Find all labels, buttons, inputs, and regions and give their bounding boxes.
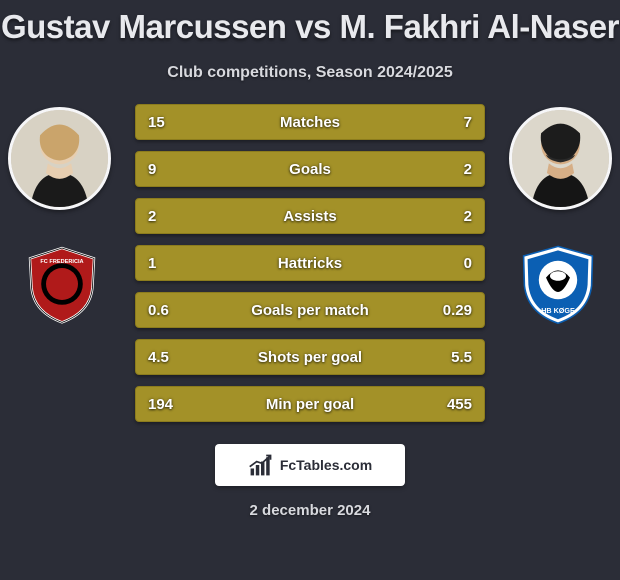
shield-icon: HB KØGE <box>518 244 598 324</box>
footer-date: 2 december 2024 <box>0 502 620 519</box>
comparison-panel: FC FREDERICIA HB KØGE 15Matches79Goals22… <box>0 104 620 424</box>
shield-icon: FC FREDERICIA <box>22 244 102 324</box>
stat-right-value: 0.29 <box>427 302 472 319</box>
chart-up-icon <box>248 452 274 478</box>
page-title: Gustav Marcussen vs M. Fakhri Al-Naser <box>0 0 620 46</box>
stat-left-value: 2 <box>148 208 193 225</box>
stat-right-value: 5.5 <box>427 349 472 366</box>
stat-right-value: 2 <box>427 208 472 225</box>
player-left-avatar <box>8 107 111 210</box>
club-right-badge: HB KØGE <box>518 244 598 324</box>
brand-text: FcTables.com <box>280 457 372 473</box>
svg-text:FC FREDERICIA: FC FREDERICIA <box>40 259 83 265</box>
stat-row: 1Hattricks0 <box>135 245 485 281</box>
stat-row: 2Assists2 <box>135 198 485 234</box>
stat-right-value: 0 <box>427 255 472 272</box>
stat-row: 4.5Shots per goal5.5 <box>135 339 485 375</box>
stat-left-value: 1 <box>148 255 193 272</box>
svg-text:HB KØGE: HB KØGE <box>541 306 575 315</box>
brand-badge: FcTables.com <box>215 444 405 486</box>
club-left-badge: FC FREDERICIA <box>22 244 102 324</box>
stat-row: 9Goals2 <box>135 151 485 187</box>
player-right-avatar <box>509 107 612 210</box>
stat-row: 194Min per goal455 <box>135 386 485 422</box>
stat-row: 0.6Goals per match0.29 <box>135 292 485 328</box>
stat-left-value: 4.5 <box>148 349 193 366</box>
stat-left-value: 9 <box>148 161 193 178</box>
stat-right-value: 2 <box>427 161 472 178</box>
stat-right-value: 7 <box>427 114 472 131</box>
stat-bars: 15Matches7 9Goals2 2Assists2 1Hattricks0 0.6… <box>135 104 485 433</box>
avatar-placeholder-icon <box>11 110 108 207</box>
stat-left-value: 15 <box>148 114 193 131</box>
stat-left-value: 194 <box>148 396 193 413</box>
subtitle: Club competitions, Season 2024/2025 <box>0 64 620 82</box>
stat-left-value: 0.6 <box>148 302 193 319</box>
stat-right-value: 455 <box>427 396 472 413</box>
avatar-placeholder-icon <box>512 110 609 207</box>
stat-row: 15Matches7 <box>135 104 485 140</box>
